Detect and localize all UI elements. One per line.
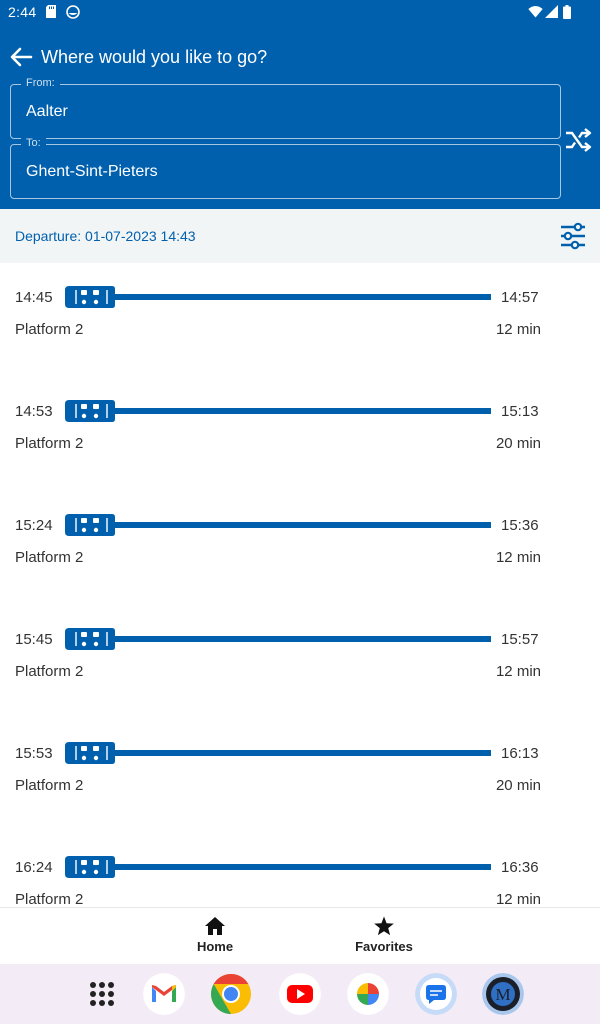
app-drawer-icon[interactable]	[81, 973, 123, 1015]
to-field-value: Ghent-Sint-Pieters	[26, 163, 158, 180]
departure-bar: Departure: 01-07-2023 14:43	[0, 209, 600, 263]
back-arrow-icon[interactable]	[6, 42, 36, 72]
sd-card-icon	[46, 5, 56, 18]
nav-favorites[interactable]: Favorites	[334, 916, 434, 962]
journey-line	[112, 636, 491, 642]
youtube-icon[interactable]	[279, 973, 321, 1015]
trip-departure-time: 14:45	[15, 289, 53, 306]
app-dock: M	[0, 964, 600, 1024]
trip-duration: 12 min	[495, 663, 541, 680]
trip-platform: Platform 2	[15, 549, 84, 566]
journey-line	[112, 864, 491, 870]
trip-duration: 20 min	[495, 777, 541, 794]
trip-row[interactable]: 15:45 15:57 Platform 2 12 min	[0, 614, 600, 728]
journey-line	[112, 294, 491, 300]
trip-row[interactable]: 14:45 14:57 Platform 2 12 min	[0, 272, 600, 386]
trip-departure-time: 15:45	[15, 631, 53, 648]
trip-arrival-time: 15:13	[501, 403, 539, 420]
swap-stations-icon[interactable]	[563, 125, 593, 155]
trip-row[interactable]: 15:24 15:36 Platform 2 12 min	[0, 500, 600, 614]
trip-platform: Platform 2	[15, 321, 84, 338]
from-field-value: Aalter	[26, 103, 68, 120]
trip-platform: Platform 2	[15, 777, 84, 794]
title-row: Where would you like to go?	[0, 40, 600, 76]
home-icon	[205, 917, 225, 935]
trip-arrival-time: 14:57	[501, 289, 539, 306]
to-field-label: To:	[21, 137, 46, 149]
messages-icon[interactable]	[415, 973, 457, 1015]
nav-home-label: Home	[196, 939, 234, 954]
trip-duration: 12 min	[495, 549, 541, 566]
journey-line	[112, 408, 491, 414]
trip-arrival-time: 15:57	[501, 631, 539, 648]
bottom-navigation: Home Favorites	[0, 907, 600, 964]
from-field-label: From:	[21, 77, 60, 89]
trip-platform: Platform 2	[15, 435, 84, 452]
chrome-icon[interactable]	[210, 973, 252, 1015]
app-m-icon[interactable]: M	[482, 973, 524, 1015]
gmail-icon[interactable]	[143, 973, 185, 1015]
trip-platform: Platform 2	[15, 663, 84, 680]
trip-departure-time: 14:53	[15, 403, 53, 420]
train-icon	[65, 628, 115, 650]
data-saver-icon	[66, 5, 80, 19]
trip-duration: 20 min	[495, 435, 541, 452]
nav-home[interactable]: Home	[165, 916, 265, 962]
battery-icon	[563, 5, 571, 19]
trip-departure-time: 16:24	[15, 859, 53, 876]
star-icon	[374, 916, 394, 936]
train-icon	[65, 742, 115, 764]
trip-row[interactable]: 14:53 15:13 Platform 2 20 min	[0, 386, 600, 500]
nav-favorites-label: Favorites	[355, 939, 413, 954]
trip-arrival-time: 15:36	[501, 517, 539, 534]
trip-row[interactable]: 16:24 16:36 Platform 2 12 min	[0, 842, 600, 956]
departure-time[interactable]: Departure: 01-07-2023 14:43	[15, 228, 196, 244]
from-field[interactable]: From: Aalter	[10, 77, 561, 139]
filter-settings-icon[interactable]	[558, 222, 588, 250]
to-field[interactable]: To: Ghent-Sint-Pieters	[10, 137, 561, 199]
trip-row[interactable]: 15:53 16:13 Platform 2 20 min	[0, 728, 600, 842]
trip-platform: Platform 2	[15, 891, 84, 908]
page-title: Where would you like to go?	[41, 47, 268, 67]
photos-icon[interactable]	[347, 973, 389, 1015]
journey-line	[112, 750, 491, 756]
trip-arrival-time: 16:36	[501, 859, 539, 876]
train-icon	[65, 514, 115, 536]
trip-duration: 12 min	[495, 891, 541, 908]
journey-line	[112, 522, 491, 528]
status-time: 2:44	[8, 4, 37, 20]
wifi-icon	[528, 6, 543, 18]
svg-text:M: M	[495, 985, 510, 1004]
status-bar: 2:44	[0, 0, 600, 24]
app-header: 2:44 Where would you like to go? From: A…	[0, 0, 600, 209]
train-icon	[65, 856, 115, 878]
trip-departure-time: 15:24	[15, 517, 53, 534]
cell-signal-icon	[545, 5, 558, 18]
trip-arrival-time: 16:13	[501, 745, 539, 762]
trip-duration: 12 min	[495, 321, 541, 338]
train-icon	[65, 286, 115, 308]
trip-departure-time: 15:53	[15, 745, 53, 762]
train-icon	[65, 400, 115, 422]
